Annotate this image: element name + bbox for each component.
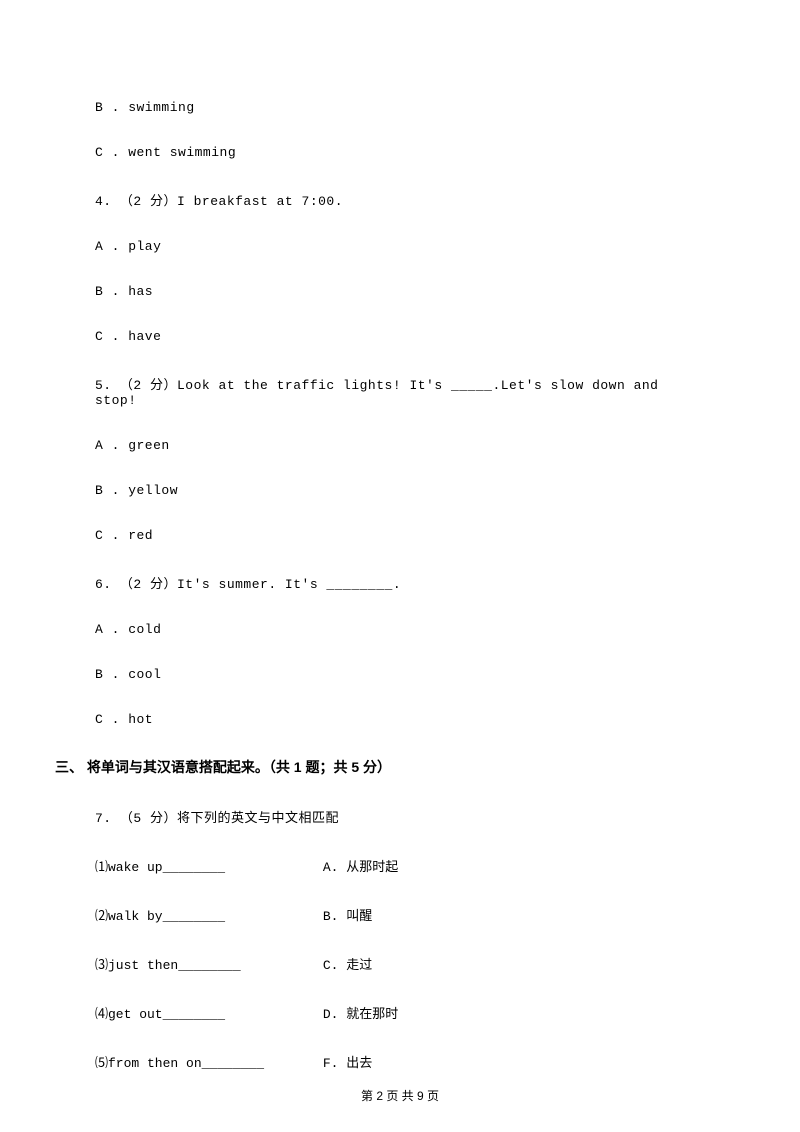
page-footer: 第 2 页 共 9 页	[0, 1087, 800, 1104]
q6-option-b: B . cool	[95, 667, 705, 682]
q7-item-1-cn: A. 从那时起	[323, 860, 398, 875]
q6-stem: 6. （2 分）It's summer. It's ________.	[95, 573, 705, 592]
q7-item-2-cn: B. 叫醒	[323, 909, 372, 924]
q7-item-2-en: ⑵walk by________	[95, 905, 315, 924]
q5-option-b: B . yellow	[95, 483, 705, 498]
q7-item-3-en: ⑶just then________	[95, 954, 315, 973]
q7-item-2: ⑵walk by________ B. 叫醒	[95, 905, 705, 924]
q5-stem: 5. （2 分）Look at the traffic lights! It's…	[95, 374, 705, 408]
q6-option-c: C . hot	[95, 712, 705, 727]
q7-stem: 7. （5 分）将下列的英文与中文相匹配	[95, 807, 705, 826]
q7-item-4: ⑷get out________ D. 就在那时	[95, 1003, 705, 1022]
q6-option-a: A . cold	[95, 622, 705, 637]
q7-item-4-en: ⑷get out________	[95, 1003, 315, 1022]
q7-item-5: ⑸from then on________ F. 出去	[95, 1052, 705, 1071]
q7-item-4-cn: D. 就在那时	[323, 1007, 398, 1022]
page-content: B . swimming C . went swimming 4. （2 分）I…	[0, 0, 800, 1071]
q7-item-5-cn: F. 出去	[323, 1056, 372, 1071]
q5-option-c: C . red	[95, 528, 705, 543]
q4-option-c: C . have	[95, 329, 705, 344]
q4-option-b: B . has	[95, 284, 705, 299]
q5-option-a: A . green	[95, 438, 705, 453]
q4-option-a: A . play	[95, 239, 705, 254]
q4-stem: 4. （2 分）I breakfast at 7:00.	[95, 190, 705, 209]
q7-item-5-en: ⑸from then on________	[95, 1052, 315, 1071]
q3-option-c: C . went swimming	[95, 145, 705, 160]
q7-item-3-cn: C. 走过	[323, 958, 372, 973]
section-3-heading: 三、 将单词与其汉语意搭配起来。（共 1 题；共 5 分）	[55, 757, 705, 777]
q7-item-1: ⑴wake up________ A. 从那时起	[95, 856, 705, 875]
q7-item-1-en: ⑴wake up________	[95, 856, 315, 875]
q3-option-b: B . swimming	[95, 100, 705, 115]
q7-item-3: ⑶just then________ C. 走过	[95, 954, 705, 973]
